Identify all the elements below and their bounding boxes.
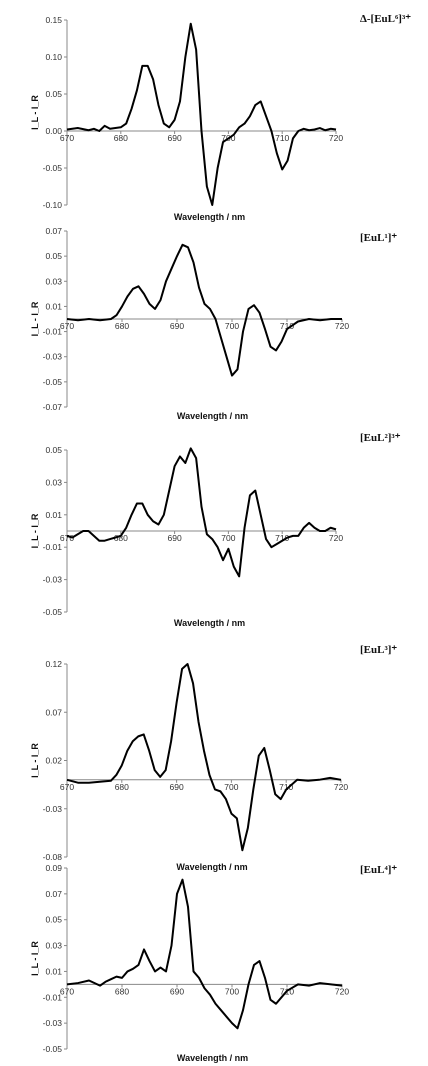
y-tick-label: 0.15 — [45, 15, 62, 25]
series-line — [66, 447, 337, 578]
y-tick-label: 0.03 — [45, 276, 62, 286]
x-tick-label: 690 — [170, 986, 184, 996]
x-tick-label: 700 — [225, 321, 239, 331]
x-tick-label: 710 — [280, 321, 294, 331]
x-tick-label: 720 — [335, 986, 349, 996]
panel-title: [EuL⁴]⁺ — [360, 864, 397, 876]
y-tick-label: 0.09 — [45, 863, 62, 873]
x-tick-label: 700 — [221, 533, 235, 543]
y-tick-label: -0.03 — [43, 804, 63, 814]
y-axis-title: I_L - I_R — [30, 513, 40, 548]
x-axis-title: Wavelength / nm — [177, 411, 248, 421]
x-tick-label: 680 — [115, 782, 129, 792]
x-tick-label: 680 — [114, 133, 128, 143]
x-tick-label: 700 — [225, 986, 239, 996]
panel-title: [EuL¹]⁺ — [360, 232, 397, 244]
x-tick-label: 670 — [60, 533, 74, 543]
panel-title: [EuL²]³⁺ — [360, 432, 401, 444]
chart-panel-4: 0.12 0.07 0.02 -0.03 -0.08 670 680 690 700 710 720… — [30, 644, 397, 872]
x-tick-label: 680 — [115, 986, 129, 996]
y-tick-label: -0.10 — [43, 200, 63, 210]
y-tick-label: -0.05 — [43, 377, 63, 387]
y-tick-label: -0.01 — [43, 327, 63, 337]
y-tick-label: 0.05 — [45, 251, 62, 261]
x-tick-label: 670 — [60, 782, 74, 792]
y-tick-label: 0.07 — [45, 226, 62, 236]
x-axis-title: Wavelength / nm — [174, 618, 245, 628]
y-tick-label: 0.10 — [45, 52, 62, 62]
y-tick-label: 0.01 — [45, 966, 62, 976]
y-tick-label: 0.03 — [45, 941, 62, 951]
y-tick-label: -0.05 — [43, 607, 63, 617]
x-tick-label: 680 — [115, 321, 129, 331]
y-tick-label: -0.08 — [43, 852, 63, 862]
y-tick-label: -0.07 — [43, 402, 63, 412]
x-axis-title: Wavelength / nm — [174, 212, 245, 222]
series-line — [66, 22, 337, 206]
x-tick-label: 670 — [60, 986, 74, 996]
x-tick-label: 690 — [170, 321, 184, 331]
y-tick-label: -0.05 — [43, 1044, 63, 1054]
y-tick-label: 0.05 — [45, 89, 62, 99]
y-tick-label: 0.07 — [45, 707, 62, 717]
x-tick-label: 720 — [334, 782, 348, 792]
y-tick-label: 0.01 — [45, 510, 62, 520]
y-tick-label: 0.00 — [45, 126, 62, 136]
y-tick-label: -0.03 — [43, 1018, 63, 1028]
x-tick-label: 710 — [275, 533, 289, 543]
panel-title: [EuL³]⁺ — [360, 644, 397, 656]
series-line — [66, 663, 342, 852]
x-tick-label: 680 — [114, 533, 128, 543]
y-tick-label: 0.01 — [45, 301, 62, 311]
panel-title: Δ-[EuL⁶]³⁺ — [360, 13, 411, 25]
series-line — [66, 243, 342, 377]
x-tick-label: 670 — [60, 133, 74, 143]
y-axis-title: I_L - I_R — [30, 301, 40, 336]
y-tick-label: 0.05 — [45, 915, 62, 925]
y-axis-title: I_L - I_R — [30, 95, 40, 130]
y-tick-label: 0.03 — [45, 477, 62, 487]
x-tick-label: 710 — [275, 133, 289, 143]
x-tick-label: 710 — [279, 782, 293, 792]
chart-panel-2: 0.07 0.05 0.03 0.01 -0.01 -0.03 -0.05 -0.07 670 6… — [30, 226, 397, 421]
x-tick-label: 720 — [329, 533, 343, 543]
y-tick-label: 0.12 — [45, 659, 62, 669]
x-tick-label: 700 — [224, 782, 238, 792]
y-tick-label: -0.03 — [43, 352, 63, 362]
series-line — [66, 878, 343, 1030]
y-tick-label: -0.01 — [43, 542, 63, 552]
y-tick-label: -0.01 — [43, 992, 63, 1002]
y-tick-label: 0.02 — [45, 756, 62, 766]
chart-panel-5: 0.09 0.07 0.05 0.03 0.01 -0.01 -0.03 -0.05 670 68… — [30, 863, 397, 1063]
x-axis-title: Wavelength / nm — [177, 1053, 248, 1063]
x-tick-label: 720 — [335, 321, 349, 331]
y-tick-label: 0.05 — [45, 445, 62, 455]
y-tick-label: -0.05 — [43, 163, 63, 173]
y-tick-label: -0.03 — [43, 575, 63, 585]
x-tick-label: 720 — [329, 133, 343, 143]
y-tick-label: 0.07 — [45, 889, 62, 899]
x-tick-label: 670 — [60, 321, 74, 331]
x-tick-label: 690 — [170, 782, 184, 792]
y-axis-title: I_L - I_R — [30, 941, 40, 976]
chart-panel-3: 0.05 0.03 0.01 -0.01 -0.03 -0.05 670 680 690 700 7… — [30, 432, 401, 628]
x-tick-label: 690 — [168, 533, 182, 543]
x-tick-label: 690 — [168, 133, 182, 143]
x-axis-title: Wavelength / nm — [176, 862, 247, 872]
y-axis-title: I_L - I_R — [30, 743, 40, 778]
